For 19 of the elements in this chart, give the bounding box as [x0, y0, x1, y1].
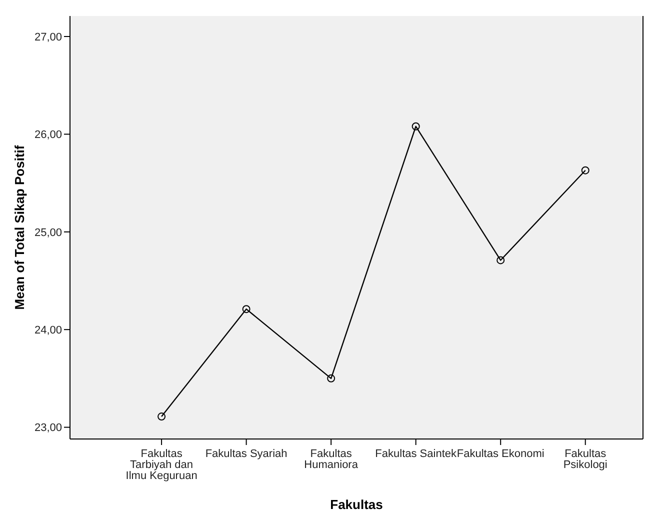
- x-tick-label: Fakultas Humaniora: [304, 448, 359, 471]
- y-tick-label: 25,00: [34, 226, 62, 239]
- x-tick-label: Fakultas Tarbiyah dan Ilmu Keguruan: [126, 448, 198, 482]
- point: [581, 166, 590, 174]
- y-tick-label: 27,00: [34, 31, 62, 44]
- point: [242, 305, 250, 314]
- x-tick-label: Fakultas Psikologi: [563, 448, 608, 471]
- y-tick-label: 24,00: [34, 324, 62, 336]
- y-axis-title: Mean of Total Sikap Positif: [12, 144, 27, 310]
- x-axis-title: Fakultas: [330, 497, 383, 512]
- point: [496, 256, 505, 264]
- x-tick-label: Fakultas Ekonomi: [456, 448, 544, 460]
- point: [412, 122, 420, 130]
- x-tick-label: Fakultas Saintek: [375, 448, 457, 460]
- point: [158, 412, 166, 421]
- x-tick-label: Fakultas Syariah: [205, 448, 288, 460]
- y-tick-label: 23,00: [34, 422, 62, 434]
- point: [327, 374, 336, 382]
- y-tick-label: 26,00: [34, 129, 62, 142]
